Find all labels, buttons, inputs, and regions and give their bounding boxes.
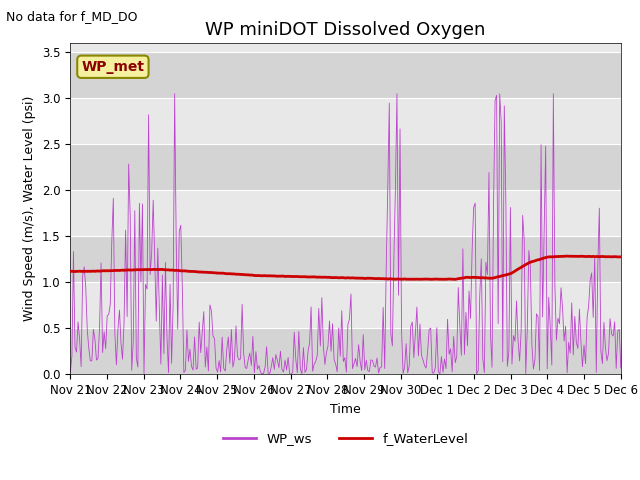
- WP_ws: [308, 368, 316, 374]
- f_WaterLevel: [307, 274, 315, 280]
- Bar: [70, 52, 621, 98]
- f_WaterLevel: [589, 253, 597, 259]
- Bar: [70, 328, 621, 374]
- Text: No data for f_MD_DO: No data for f_MD_DO: [6, 10, 138, 23]
- WP_ws: [589, 314, 597, 320]
- f_WaterLevel: [230, 271, 238, 277]
- WP_ws: [473, 372, 481, 377]
- X-axis label: Time: Time: [330, 403, 361, 416]
- f_WaterLevel: [134, 267, 141, 273]
- f_WaterLevel: [617, 254, 625, 260]
- Y-axis label: Wind Speed (m/s), Water Level (psi): Wind Speed (m/s), Water Level (psi): [24, 96, 36, 322]
- Title: WP miniDOT Dissolved Oxygen: WP miniDOT Dissolved Oxygen: [205, 21, 486, 39]
- Bar: [70, 144, 621, 191]
- Line: f_WaterLevel: f_WaterLevel: [70, 256, 621, 279]
- WP_ws: [134, 364, 141, 370]
- WP_ws: [617, 365, 625, 371]
- Text: WP_met: WP_met: [81, 60, 145, 74]
- f_WaterLevel: [563, 253, 571, 259]
- f_WaterLevel: [258, 273, 266, 279]
- f_WaterLevel: [428, 276, 436, 282]
- Bar: [70, 236, 621, 282]
- f_WaterLevel: [249, 272, 257, 278]
- WP_ws: [67, 369, 74, 375]
- WP_ws: [250, 370, 258, 375]
- Line: WP_ws: WP_ws: [70, 94, 621, 374]
- WP_ws: [260, 371, 268, 376]
- f_WaterLevel: [67, 268, 74, 274]
- Legend: WP_ws, f_WaterLevel: WP_ws, f_WaterLevel: [218, 427, 474, 451]
- WP_ws: [171, 91, 179, 96]
- WP_ws: [232, 323, 240, 329]
